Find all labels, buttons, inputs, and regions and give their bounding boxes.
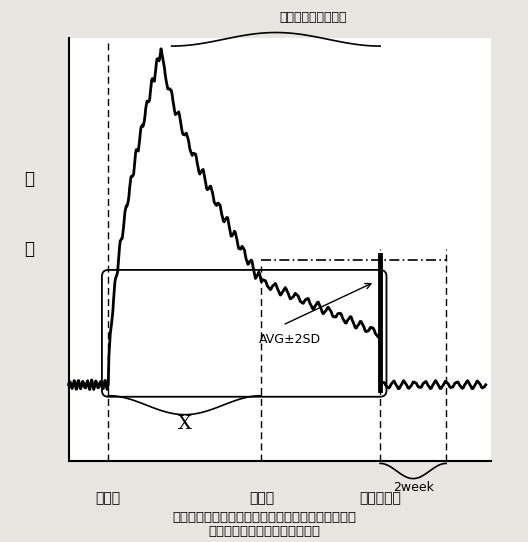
Text: 図１．周産期に増加する血中成分の場合の安定濃度: 図１．周産期に増加する血中成分の場合の安定濃度 [172,511,356,524]
Text: 安定日: 安定日 [249,492,274,506]
Text: 分娩日: 分娩日 [96,492,121,506]
Text: X: X [178,415,192,433]
Text: 度: 度 [24,240,34,259]
Bar [69,38,491,461]
Text: AVG±2SD: AVG±2SD [259,333,321,346]
Text: 濃: 濃 [24,170,34,188]
Text: 初回排卵日: 初回排卵日 [359,492,401,506]
Text: 2week: 2week [393,481,433,494]
Text: に達する日数（Ｘ）の算出方法: に達する日数（Ｘ）の算出方法 [208,525,320,538]
Text: 分娩後初回排卵日数: 分娩後初回排卵日数 [279,11,346,24]
